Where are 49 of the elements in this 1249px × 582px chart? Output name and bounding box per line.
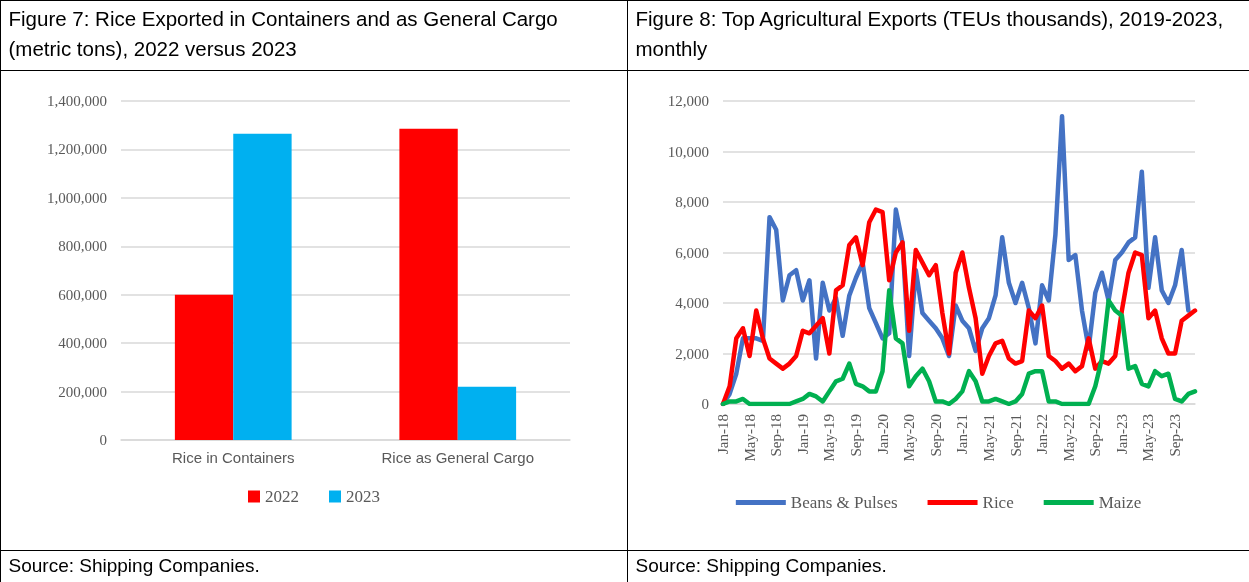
y-tick-label: 800,000: [57, 237, 107, 254]
x-tick-label: Sep-18: [767, 413, 784, 456]
x-tick-label: Jan-18: [714, 413, 731, 454]
y-tick-label: 400,000: [57, 334, 107, 351]
legend-label: Beans & Pulses: [790, 492, 898, 512]
x-tick-label: May-20: [900, 413, 917, 461]
legend-label: Maize: [1098, 492, 1141, 512]
x-tick-label: Sep-19: [847, 413, 864, 456]
x-tick-label: Sep-21: [1007, 413, 1024, 456]
x-tick-label: Jan-22: [1033, 413, 1050, 454]
legend-label: 2022: [264, 486, 299, 506]
legend-label: Rice: [982, 492, 1014, 512]
x-tick-label: Sep-23: [1166, 413, 1183, 456]
bar: [398, 128, 458, 440]
y-tick-label: 2,000: [674, 345, 709, 361]
y-tick-label: 6,000: [674, 244, 709, 260]
source-note: Source: Shipping Companies.: [0, 549, 628, 582]
x-tick-label: May-18: [741, 413, 758, 461]
legend-label: 2023: [345, 486, 380, 506]
y-tick-label: 4,000: [674, 294, 709, 311]
x-tick-label: Jan-20: [874, 413, 891, 454]
y-tick-label: 12,000: [667, 92, 709, 109]
x-tick-label: Rice in Containers: [171, 448, 295, 466]
y-tick-label: 600,000: [57, 286, 107, 303]
x-tick-label: Sep-22: [1086, 413, 1103, 456]
x-tick-label: Jan-21: [953, 413, 970, 454]
y-tick-label: 1,400,000: [46, 92, 107, 109]
y-tick-label: 1,200,000: [46, 140, 107, 157]
y-tick-label: 200,000: [57, 383, 107, 400]
x-tick-label: Rice as General Cargo: [380, 448, 534, 466]
x-tick-label: Jan-19: [794, 413, 811, 454]
source-note: Source: Shipping Companies.: [626, 549, 1249, 582]
bar: [174, 294, 233, 440]
chart-title: Figure 8: Top Agricultural Exports (TEUs thousands), 2019-2023, monthly: [626, 0, 1249, 71]
x-tick-label: Jan-23: [1113, 413, 1130, 454]
y-tick-label: 0: [701, 395, 709, 412]
x-tick-label: May-23: [1139, 413, 1156, 461]
bar: [457, 386, 516, 440]
x-tick-label: Sep-20: [927, 413, 944, 456]
y-tick-label: 8,000: [674, 193, 709, 210]
x-tick-label: May-19: [820, 413, 837, 461]
x-tick-label: May-22: [1060, 413, 1077, 461]
y-tick-label: 1,000,000: [46, 189, 107, 206]
y-tick-label: 10,000: [667, 143, 709, 159]
chart-title: Figure 7: Rice Exported in Containers and as General Cargo (metric tons), 2022 versus 2023: [0, 0, 628, 71]
y-tick-label: 0: [99, 431, 107, 448]
x-tick-label: May-21: [980, 413, 997, 461]
bar: [232, 133, 292, 440]
line-series: [720, 287, 1197, 406]
